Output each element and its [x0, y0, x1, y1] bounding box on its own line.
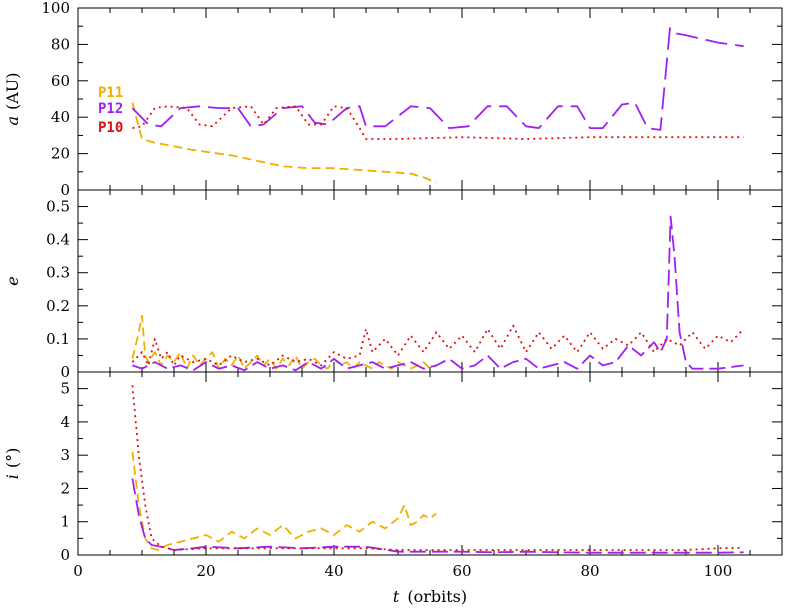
- x-tick-label: 100: [704, 562, 733, 580]
- y-tick-label: 4: [60, 413, 70, 431]
- y-tick-label: 60: [51, 72, 70, 90]
- x-tick-label: 40: [324, 562, 343, 580]
- x-axis-label-var: t: [393, 587, 400, 606]
- series-a-p11: [131, 102, 437, 184]
- series-i-p12: [131, 478, 744, 554]
- x-tick-label: 80: [580, 562, 599, 580]
- y-axis-label-a: a (AU): [3, 72, 22, 125]
- y-axis-label-unit: (°): [3, 448, 22, 468]
- legend-p11: P11: [98, 85, 123, 101]
- legend-p10: P10: [98, 120, 123, 136]
- series-i-p10: [131, 385, 744, 551]
- series-e-p12: [132, 215, 744, 372]
- panel-e: 0 0.1 0.2 0.3 0.4 0.5 e: [3, 189, 783, 381]
- y-axis-label-e: e: [3, 276, 22, 285]
- y-tick-label: 3: [60, 446, 70, 464]
- x-tick-label: 60: [452, 562, 471, 580]
- series-a-p12: [131, 27, 744, 131]
- panel-i-frame: [77, 371, 783, 556]
- series-i-p11: [131, 451, 437, 551]
- y-tick-label: 0.4: [46, 231, 70, 249]
- panel-i: 0 1 2 3 4 5 i (°): [3, 371, 783, 564]
- y-tick-label: 0.3: [46, 264, 70, 282]
- y-tick-label: 100: [41, 0, 70, 17]
- series-e-p11: [131, 314, 437, 370]
- y-tick-label: 0: [60, 181, 70, 199]
- y-axis-label-var: i: [3, 474, 22, 479]
- y-axis-label-var: e: [3, 276, 22, 285]
- panel-a-frame: [77, 7, 783, 191]
- x-axis-label-unit: (orbits): [407, 587, 467, 606]
- y-tick-label: 0.2: [46, 297, 70, 315]
- x-axis-label: t (orbits): [393, 587, 467, 606]
- series-a-p10: [132, 105, 744, 140]
- y-tick-label: 5: [60, 380, 70, 398]
- x-tick-label: 0: [73, 562, 83, 580]
- y-tick-label: 2: [60, 479, 70, 497]
- legend-p12: P12: [98, 101, 123, 117]
- y-axis-label-var: a: [3, 116, 22, 126]
- x-tick-label: 20: [196, 562, 215, 580]
- y-tick-label: 0.1: [46, 330, 70, 348]
- y-tick-label: 0: [60, 546, 70, 564]
- y-tick-label: 0: [60, 363, 70, 381]
- y-axis-label-unit: (AU): [3, 72, 22, 110]
- y-tick-label: 80: [51, 35, 70, 53]
- y-tick-label: 40: [51, 108, 70, 126]
- y-tick-label: 1: [60, 513, 70, 531]
- y-tick-label: 20: [51, 145, 70, 163]
- y-tick-label: 0.5: [46, 198, 70, 216]
- y-axis-label-i: i (°): [3, 448, 22, 480]
